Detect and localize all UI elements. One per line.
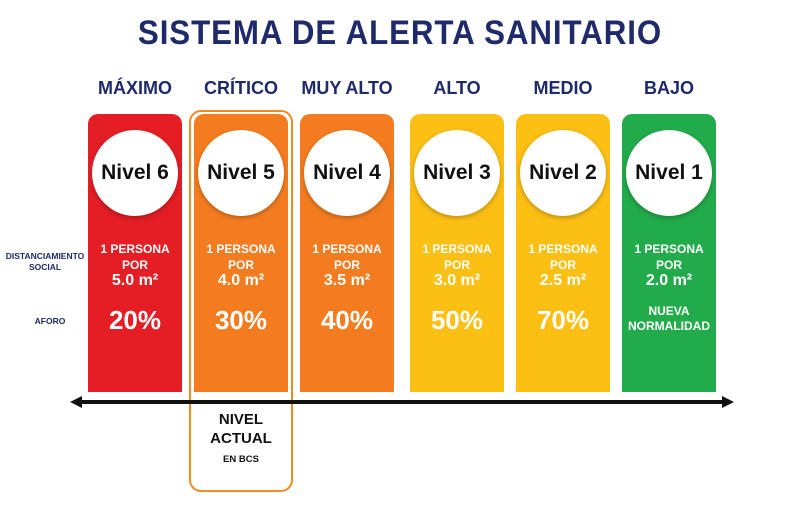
left-arrow-icon [70, 396, 82, 408]
distancing-value-1: 1 PERSONA POR 2.0 m² [621, 241, 717, 289]
distancing-line1: 1 PERSONA POR [206, 242, 276, 272]
distancing-line2: 3.5 m² [323, 272, 371, 289]
distancing-value-3: 1 PERSONA POR 3.0 m² [409, 241, 505, 289]
current-level-line3: EN BCS [223, 454, 259, 465]
level-badge-6: Nivel 6 [92, 130, 178, 216]
capacity-value-2: 70% [536, 305, 590, 335]
level-badge-2: Nivel 2 [520, 130, 606, 216]
current-level-line1: NIVEL [218, 411, 264, 428]
distancing-value-6: 1 PERSONA POR 5.0 m² [87, 241, 183, 289]
distancing-line1: 1 PERSONA POR [100, 242, 170, 272]
capacity-value-4: 40% [320, 305, 374, 335]
level-badge-label: Nivel 2 [529, 161, 597, 184]
right-arrow-icon [722, 396, 734, 408]
distancing-line2: 2.0 m² [645, 272, 693, 289]
distancing-line1: 1 PERSONA POR [634, 242, 704, 272]
distancing-value-5: 1 PERSONA POR 4.0 m² [193, 241, 289, 289]
distancing-value-2: 1 PERSONA POR 2.5 m² [515, 241, 611, 289]
level-name-bajo: BAJO [643, 78, 694, 98]
level-name-maximo: MÁXIMO [98, 78, 172, 98]
level-name-critico: CRÍTICO [204, 78, 278, 98]
distancing-line2: 5.0 m² [111, 272, 159, 289]
level-badge-label: Nivel 3 [423, 161, 491, 184]
capacity-value-1: NUEVA NORMALIDAD [628, 304, 710, 333]
current-level-label: NIVEL ACTUAL EN BCS [189, 410, 293, 468]
distancing-line1: 1 PERSONA POR [528, 242, 598, 272]
level-badge-label: Nivel 6 [101, 161, 169, 184]
level-badge-label: Nivel 1 [635, 161, 703, 184]
level-badge-label: Nivel 4 [313, 161, 381, 184]
distancing-value-4: 1 PERSONA POR 3.5 m² [299, 241, 395, 289]
distancing-line2: 3.0 m² [433, 272, 481, 289]
level-badge-label: Nivel 5 [207, 161, 275, 184]
page-title: SISTEMA DE ALERTA SANITARIO [137, 14, 663, 52]
level-name-medio: MEDIO [533, 78, 593, 98]
level-badge-1: Nivel 1 [626, 130, 712, 216]
row-label-distancing: DISTANCIAMIENTO SOCIAL [5, 251, 85, 272]
distancing-line1: 1 PERSONA POR [312, 242, 382, 272]
capacity-value-3: 50% [430, 305, 484, 335]
current-level-line2: ACTUAL [210, 430, 272, 447]
capacity-value-5: 30% [214, 305, 268, 335]
level-name-muy-alto: MUY ALTO [301, 78, 393, 98]
distancing-line2: 2.5 m² [539, 272, 587, 289]
level-name-alto: ALTO [433, 78, 481, 98]
row-label-capacity: AFORO [34, 316, 66, 326]
distancing-line1: 1 PERSONA POR [422, 242, 492, 272]
level-badge-3: Nivel 3 [414, 130, 500, 216]
capacity-value-6: 20% [108, 305, 162, 335]
distancing-line2: 4.0 m² [217, 272, 265, 289]
scale-arrow [70, 396, 734, 408]
level-badge-5: Nivel 5 [198, 130, 284, 216]
level-badge-4: Nivel 4 [304, 130, 390, 216]
